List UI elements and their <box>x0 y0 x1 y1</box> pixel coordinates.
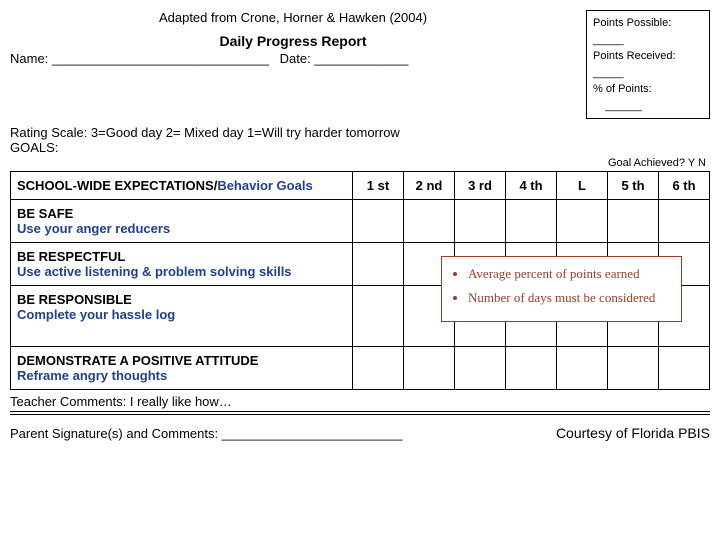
cell[interactable] <box>353 347 404 390</box>
name-date-line: Name: ______________________________ Dat… <box>10 51 576 66</box>
goal-text: Use your anger reducers <box>17 221 346 236</box>
cell[interactable] <box>455 347 506 390</box>
divider <box>10 414 710 415</box>
rating-goals: Rating Scale: 3=Good day 2= Mixed day 1=… <box>10 125 400 155</box>
exp-text: BE RESPONSIBLE <box>17 292 132 307</box>
rating-scale: Rating Scale: 3=Good day 2= Mixed day 1=… <box>10 125 400 140</box>
row-expectation: DEMONSTRATE A POSITIVE ATTITUDE Reframe … <box>11 347 353 390</box>
report-title: Daily Progress Report <box>10 33 576 49</box>
table-wrap: SCHOOL-WIDE EXPECTATIONS/Behavior Goals … <box>10 171 710 390</box>
period-1: 1 st <box>353 172 404 200</box>
header-left: Adapted from Crone, Horner & Hawken (200… <box>10 10 586 72</box>
goal-achieved: Goal Achieved? Y N <box>10 157 710 169</box>
callout-item: Average percent of points earned <box>468 265 671 283</box>
attribution: Adapted from Crone, Horner & Hawken (200… <box>10 10 576 25</box>
cell[interactable] <box>455 200 506 243</box>
period-4: 4 th <box>506 172 557 200</box>
header-main-text: SCHOOL-WIDE EXPECTATIONS/ <box>17 178 217 193</box>
table-row: DEMONSTRATE A POSITIVE ATTITUDE Reframe … <box>11 347 710 390</box>
pct-points-label: % of Points: <box>593 83 652 95</box>
points-possible-label: Points Possible: <box>593 17 671 29</box>
points-received-blank: _____ <box>593 67 624 79</box>
points-possible-blank: _____ <box>593 34 624 46</box>
cell[interactable] <box>608 200 659 243</box>
goal-text: Complete your hassle log <box>17 307 346 322</box>
cell[interactable] <box>608 347 659 390</box>
exp-text: DEMONSTRATE A POSITIVE ATTITUDE <box>17 353 258 368</box>
points-received-label: Points Received: <box>593 50 676 62</box>
footer-row: Parent Signature(s) and Comments: ______… <box>10 425 710 441</box>
cell[interactable] <box>353 286 404 347</box>
period-2: 2 nd <box>404 172 455 200</box>
goal-text: Use active listening & problem solving s… <box>17 264 346 279</box>
row-expectation: BE RESPONSIBLE Complete your hassle log <box>11 286 353 347</box>
header-expectations: SCHOOL-WIDE EXPECTATIONS/Behavior Goals <box>11 172 353 200</box>
goals-label: GOALS: <box>10 140 58 155</box>
period-6: 6 th <box>659 172 710 200</box>
row-expectation: BE SAFE Use your anger reducers <box>11 200 353 243</box>
teacher-comments: Teacher Comments: I really like how… <box>10 394 710 409</box>
header-goals-text: Behavior Goals <box>217 178 312 193</box>
header-row: Adapted from Crone, Horner & Hawken (200… <box>10 10 710 119</box>
cell[interactable] <box>557 347 608 390</box>
parent-signature: Parent Signature(s) and Comments: ______… <box>10 426 402 441</box>
exp-text: BE SAFE <box>17 206 73 221</box>
cell[interactable] <box>353 200 404 243</box>
pct-points-blank: ______ <box>605 100 642 112</box>
cell[interactable] <box>659 347 710 390</box>
period-l: L <box>557 172 608 200</box>
callout-item: Number of days must be considered <box>468 289 671 307</box>
cell[interactable] <box>404 347 455 390</box>
cell[interactable] <box>404 200 455 243</box>
period-5: 5 th <box>608 172 659 200</box>
divider <box>10 411 710 412</box>
points-box: Points Possible: _____ Points Received: … <box>586 10 710 119</box>
rating-row: Rating Scale: 3=Good day 2= Mixed day 1=… <box>10 125 710 155</box>
date-field: Date: _____________ <box>280 51 409 66</box>
cell[interactable] <box>557 200 608 243</box>
period-3: 3 rd <box>455 172 506 200</box>
row-expectation: BE RESPECTFUL Use active listening & pro… <box>11 243 353 286</box>
goal-text: Reframe angry thoughts <box>17 368 346 383</box>
cell[interactable] <box>659 200 710 243</box>
table-header-row: SCHOOL-WIDE EXPECTATIONS/Behavior Goals … <box>11 172 710 200</box>
table-row: BE SAFE Use your anger reducers <box>11 200 710 243</box>
cell[interactable] <box>506 200 557 243</box>
cell[interactable] <box>353 243 404 286</box>
cell[interactable] <box>506 347 557 390</box>
callout-box: Average percent of points earned Number … <box>441 256 682 322</box>
courtesy-text: Courtesy of Florida PBIS <box>556 425 710 441</box>
name-field: Name: ______________________________ <box>10 51 269 66</box>
exp-text: BE RESPECTFUL <box>17 249 125 264</box>
